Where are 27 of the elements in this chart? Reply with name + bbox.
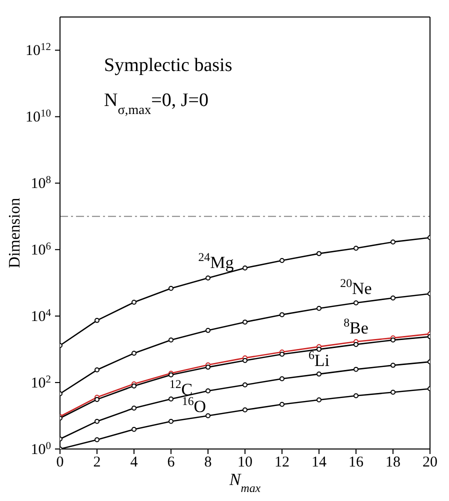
series-label: $^{24}$Mg bbox=[198, 250, 234, 272]
x-tick-label: 8 bbox=[204, 454, 212, 471]
y-tick-label: 10$^{6}$ bbox=[30, 241, 51, 259]
x-tick-label: 16 bbox=[348, 454, 364, 471]
x-tick-label: 6 bbox=[167, 454, 176, 471]
y-tick-label: 10$^{0}$ bbox=[30, 440, 51, 458]
x-tick-label: 20 bbox=[422, 454, 438, 471]
annotation: Symplectic basis bbox=[104, 55, 232, 76]
x-axis-title: N$_{max}$ bbox=[228, 470, 262, 495]
series-label: $^{8}$Be bbox=[344, 316, 368, 338]
y-tick-label: 10$^{2}$ bbox=[30, 374, 51, 392]
annotation: N$_{σ,max}$=0, J=0 bbox=[104, 90, 208, 116]
y-axis-title: Dimension bbox=[6, 198, 24, 268]
series-label: $^{20}$Ne bbox=[340, 276, 372, 298]
x-tick-label: 4 bbox=[130, 454, 138, 471]
y-tick-label: 10$^{12}$ bbox=[26, 42, 51, 60]
x-tick-label: 10 bbox=[238, 454, 252, 471]
x-tick-label: 18 bbox=[386, 454, 400, 471]
x-tick-label: 12 bbox=[274, 454, 290, 471]
y-tick-label: 10$^{10}$ bbox=[26, 108, 51, 126]
y-tick-label: 10$^{8}$ bbox=[30, 174, 51, 192]
series-label: $^{16}$O bbox=[182, 394, 206, 416]
y-tick-label: 10$^{4}$ bbox=[30, 308, 52, 326]
x-tick-label: 14 bbox=[312, 454, 327, 471]
series-label: $^{6}$Li bbox=[308, 348, 330, 370]
x-tick-label: 0 bbox=[56, 454, 64, 471]
x-tick-label: 2 bbox=[93, 454, 101, 471]
